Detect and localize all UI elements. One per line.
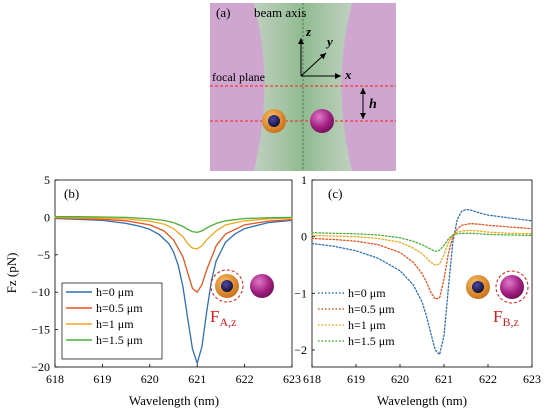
y-tick-label: −1: [294, 286, 307, 300]
panel-a: (a) beam axis focal plane z y x h: [210, 3, 396, 171]
legend-label: h=0.5 μm: [348, 302, 395, 316]
force-b-annotation: FB,z: [493, 307, 519, 329]
y-tick-label: −20: [31, 360, 50, 374]
x-tick-label: 620: [391, 372, 409, 386]
particle-b-inset: [250, 274, 274, 298]
force-a-annotation: FA,z: [210, 307, 236, 329]
x-tick-label: 622: [236, 372, 254, 386]
y-tick-label: −2: [294, 343, 307, 357]
x-tick-label: 619: [347, 372, 365, 386]
y-tick-label: 0: [44, 210, 50, 224]
x-tick-label: 622: [479, 372, 497, 386]
series-line-1: [311, 208, 533, 356]
particle-a-inset: [215, 274, 239, 298]
particle-a-inset-c: [466, 275, 490, 299]
axis-y-arrow: [300, 52, 327, 77]
legend-label: h=1 μm: [96, 317, 134, 331]
h-label: h: [369, 97, 377, 112]
plot-b-xlabel: Wavelength (nm): [129, 393, 219, 408]
focal-plane-label: focal plane: [212, 70, 265, 84]
series-line-2: [54, 217, 293, 293]
legend-label: h=1 μm: [348, 318, 386, 332]
legend-label: h=1.5 μm: [96, 333, 143, 347]
y-tick-label: −10: [31, 285, 50, 299]
beam-axis-label: beam axis: [254, 5, 306, 20]
y-tick-label: 0: [301, 230, 307, 244]
axis-x-label: x: [344, 67, 352, 82]
x-tick-label: 620: [141, 372, 159, 386]
panel-a-label: (a): [216, 5, 230, 20]
plot-c-series: [311, 208, 533, 356]
plot-b-legend: h=0 μm h=0.5 μm h=1 μm h=1.5 μm: [61, 282, 163, 360]
y-tick-label: −15: [31, 323, 50, 337]
series-line-2: [311, 222, 533, 300]
y-tick-label: −5: [37, 248, 50, 262]
x-tick-label: 619: [93, 372, 111, 386]
particle-a: [262, 109, 286, 133]
series-line-4: [311, 232, 533, 253]
x-tick-label: 623: [523, 372, 541, 386]
series-line-1: [54, 217, 293, 364]
plot-b-panel-label: (b): [64, 186, 79, 201]
panel-c: 618 619 620 621 622 623 1 0 −1 −2 (c) Wavelength …: [294, 173, 541, 408]
legend-label: h=1.5 μm: [348, 334, 395, 348]
legend-box: [61, 282, 163, 360]
plot-b-ticks: 618 619 620 621 622 623 5 0 −5 −10 −15 −20: [31, 173, 301, 386]
particle-b-highlight-ring: [495, 270, 529, 304]
x-tick-label: 621: [188, 372, 206, 386]
legend-label: h=0 μm: [348, 286, 386, 300]
plot-b-series: [54, 216, 293, 364]
x-tick-label: 618: [303, 372, 321, 386]
series-line-3: [311, 229, 533, 266]
series-line-4: [54, 216, 293, 234]
plot-c-xlabel: Wavelength (nm): [377, 393, 467, 408]
particle-b: [310, 109, 334, 133]
y-tick-label: 5: [44, 173, 50, 187]
axis-y-label: y: [325, 34, 333, 49]
x-tick-label: 623: [283, 372, 301, 386]
series-line-3: [54, 216, 293, 250]
particle-b-inset-c: [500, 275, 524, 299]
plot-c-ticks: 618 619 620 621 622 623 1 0 −1 −2: [294, 173, 541, 386]
x-tick-label: 621: [435, 372, 453, 386]
plot-c-panel-label: (c): [328, 186, 342, 201]
plot-b-ylabel: Fz (pN): [4, 253, 19, 294]
axis-z-label: z: [305, 24, 312, 39]
legend-label: h=0 μm: [96, 285, 134, 299]
x-tick-label: 618: [46, 372, 64, 386]
plot-c-legend: h=0 μm h=0.5 μm h=1 μm h=1.5 μm: [318, 286, 395, 348]
panel-b: 618 619 620 621 622 623 5 0 −5 −10 −15 −20 (b) Fz (…: [4, 173, 301, 408]
particle-a-highlight-ring: [210, 269, 244, 303]
legend-label: h=0.5 μm: [96, 301, 143, 315]
y-tick-label: 1: [301, 173, 307, 187]
